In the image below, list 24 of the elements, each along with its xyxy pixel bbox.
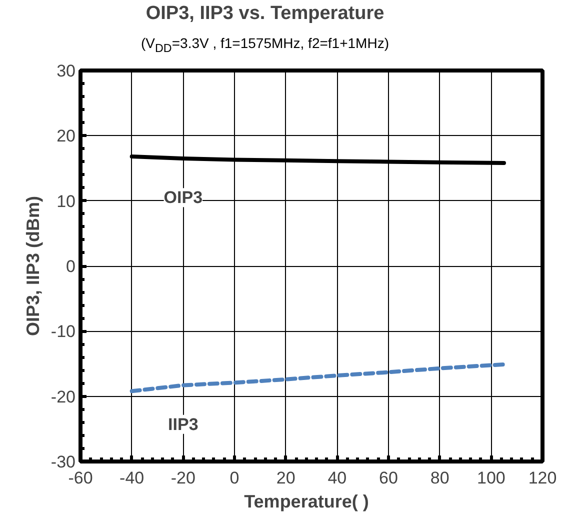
y-tick-label: 10	[56, 192, 76, 211]
y-tick-label: 20	[56, 126, 76, 146]
chart-title: OIP3, IIP3 vs. Temperature	[144, 2, 386, 26]
chart-subtitle: (V$_{DD}$=3.3V , f1=1575MHz, f2=f1+1MHz)	[140, 34, 390, 57]
x-tick-label: 0	[230, 468, 240, 488]
x-tick-label: -40	[120, 468, 144, 488]
series-label: IIP3	[168, 414, 198, 434]
x-tick-label: 120	[528, 468, 557, 488]
x-tick-label: -60	[68, 468, 93, 488]
y-axis-title: OIP3, IIP3 (dBm)	[22, 196, 43, 336]
x-tick-label: 40	[328, 468, 347, 488]
y-tick-label: -20	[50, 387, 76, 406]
y-tick-label: 0	[66, 257, 76, 276]
x-tick-label: 100	[476, 468, 506, 488]
x-tick-label: 80	[430, 468, 450, 488]
y-tick-label: -10	[50, 322, 76, 342]
x-tick-label: 60	[379, 468, 398, 488]
x-axis-title: Temperature( )	[244, 492, 369, 512]
y-tick-label: -30	[50, 452, 76, 472]
series-label: OIP3	[164, 188, 203, 208]
x-tick-label: 20	[276, 468, 296, 488]
y-tick-label: 30	[56, 62, 76, 80]
x-tick-label: -20	[170, 468, 196, 488]
line-series	[130, 362, 506, 394]
